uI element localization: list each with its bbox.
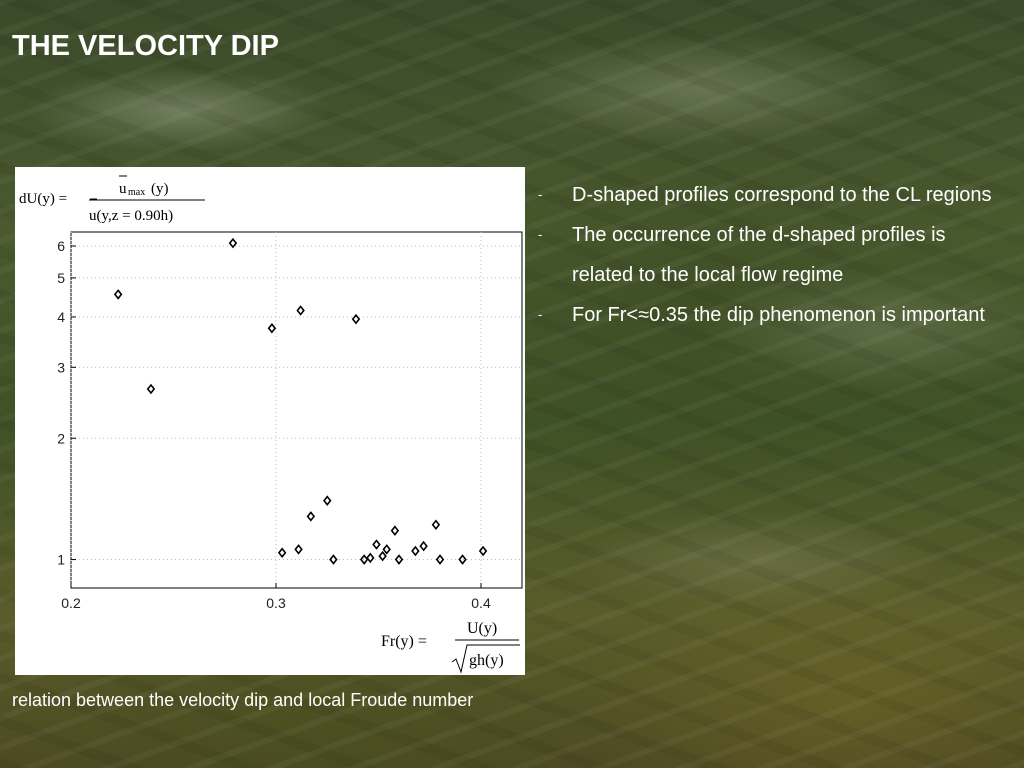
dip-formula-numerator-arg: (y) — [151, 181, 169, 197]
data-point — [323, 495, 332, 506]
x-tick-label: 0.4 — [471, 595, 491, 611]
bullet-text: For Fr<≈0.35 the dip phenomenon is impor… — [572, 304, 985, 326]
grid-lines — [70, 232, 522, 588]
bullet-list: - D-shaped profiles correspond to the CL … — [538, 175, 1008, 335]
data-point — [296, 305, 305, 316]
froude-formula: Fr(y) = U(y) gh(y) — [381, 620, 520, 674]
data-points — [113, 237, 488, 565]
data-point — [411, 545, 420, 557]
data-point — [366, 552, 375, 564]
bullet-item: - For Fr<≈0.35 the dip phenomenon is impo… — [538, 295, 1008, 335]
data-point — [294, 544, 303, 555]
data-point — [458, 554, 467, 565]
y-tick-label: 1 — [57, 552, 65, 568]
bullet-text: The occurrence of the d-shaped profiles … — [572, 224, 946, 286]
y-tick-label: 2 — [57, 430, 65, 446]
data-point — [478, 545, 488, 557]
data-point — [359, 554, 369, 565]
x-tick-label: 0.3 — [266, 595, 286, 611]
froude-formula-denominator: gh(y) — [469, 652, 504, 669]
dip-formula: dU(y) = u max (y) u(y,z = 0.90h) — [19, 175, 205, 224]
y-tick-label: 3 — [57, 359, 65, 375]
bullet-marker: - — [538, 227, 543, 242]
scatter-figure: dU(y) = u max (y) u(y,z = 0.90h) 0.2 0.3 0… — [15, 167, 525, 675]
froude-formula-numerator: U(y) — [467, 620, 497, 637]
data-point — [394, 554, 404, 565]
dip-formula-numerator: u — [119, 181, 127, 197]
bullet-marker: - — [538, 307, 543, 322]
bullet-item: - D-shaped profiles correspond to the CL … — [538, 175, 1008, 215]
froude-formula-lhs: Fr(y) = — [381, 633, 427, 650]
data-point — [277, 547, 287, 558]
data-point — [431, 519, 441, 531]
data-point — [267, 322, 277, 334]
y-tick-label: 6 — [57, 238, 65, 254]
data-point — [372, 539, 381, 550]
data-point — [419, 540, 428, 552]
scatter-chart: dU(y) = u max (y) u(y,z = 0.90h) 0.2 0.3 0… — [19, 175, 523, 674]
data-point — [351, 313, 361, 325]
y-tick-label: 5 — [57, 270, 65, 286]
data-point — [390, 525, 400, 536]
data-point — [146, 383, 156, 395]
sqrt-icon — [451, 644, 520, 674]
bullet-item: - The occurrence of the d-shaped profiles… — [538, 215, 1008, 295]
x-tick-label: 0.2 — [61, 595, 81, 611]
bullet-text: D-shaped profiles correspond to the CL r… — [572, 184, 992, 206]
figure-caption: relation between the velocity dip and lo… — [12, 690, 474, 710]
data-point — [113, 289, 123, 300]
data-point — [382, 544, 391, 555]
dip-formula-numerator-sub: max — [128, 187, 145, 198]
axis-ticks: 0.2 0.3 0.4 1 2 3 4 5 6 — [57, 238, 491, 611]
dip-formula-lhs: dU(y) = — [19, 191, 67, 207]
dip-formula-denominator: u(y,z = 0.90h) — [89, 208, 173, 224]
slide-title: THE VELOCITY DIP — [12, 30, 279, 62]
data-point — [378, 550, 387, 562]
data-point — [329, 554, 338, 565]
data-point — [435, 554, 445, 565]
bullet-marker: - — [538, 187, 543, 202]
data-point — [228, 237, 238, 249]
plot-frame — [70, 231, 523, 589]
data-point — [306, 511, 316, 522]
y-tick-label: 4 — [57, 309, 65, 325]
